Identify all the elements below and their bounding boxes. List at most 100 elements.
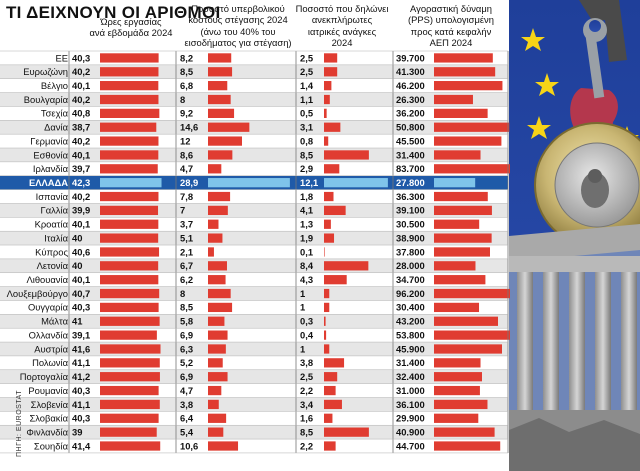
header-line: προς κατά κεφαλήν [410, 25, 492, 37]
acropolis-temple [509, 224, 640, 471]
bar [100, 233, 159, 243]
value-label: 12 [180, 135, 190, 146]
bar [434, 413, 479, 423]
bar [434, 427, 495, 437]
value-label: 39,7 [72, 163, 90, 174]
column-header-purchasing-power: Αγοραστική δύναμη (PPS) υπολογισμένη προ… [395, 3, 507, 48]
value-label: 4,7 [180, 385, 193, 396]
column-header-medical-needs: Ποσοστό που δηλώνει ανεκπλήρωτες ιατρικέ… [290, 3, 394, 48]
value-label: 27.800 [396, 177, 425, 188]
value-label: 41,2 [72, 371, 90, 382]
bar [434, 261, 476, 271]
bar [324, 67, 338, 77]
bar [100, 385, 159, 396]
bar [324, 441, 336, 451]
bar [100, 441, 161, 451]
value-label: 28,9 [180, 177, 198, 188]
bar [324, 344, 330, 354]
highlight-bar [324, 178, 388, 188]
header-line: ιατρικές ανάγκες [307, 25, 377, 37]
bar [324, 150, 369, 160]
header-line: Ώρες εργασίας [100, 16, 162, 27]
value-label: 40,2 [72, 66, 90, 77]
bar [324, 302, 330, 313]
header-line: Ποσοστό υπερβολικού [191, 3, 285, 14]
value-label: 8 [180, 94, 185, 105]
value-label: 2,5 [300, 52, 313, 63]
value-label: 41 [72, 316, 82, 327]
value-label: 40,3 [72, 413, 90, 424]
bar [208, 275, 226, 285]
country-label: Πολωνία [32, 357, 68, 368]
value-label: 36.100 [396, 399, 425, 410]
value-label: 14,6 [180, 122, 198, 133]
country-label: Ισπανία [36, 191, 69, 202]
value-label: 0,3 [300, 316, 313, 327]
value-label: 46.200 [396, 80, 425, 91]
country-label: Μάλτα [41, 316, 68, 327]
eu-flag-coin-acropolis-illustration [509, 0, 640, 471]
value-label: 6,8 [180, 80, 193, 91]
bar [100, 413, 159, 423]
value-label: 38,7 [72, 122, 90, 133]
country-label: Φινλανδία [26, 426, 68, 437]
value-label: 30.400 [396, 302, 425, 313]
bar [324, 191, 334, 202]
bar [434, 191, 488, 202]
value-label: 0,4 [300, 329, 314, 340]
bar [100, 164, 158, 174]
value-label: 1 [300, 343, 305, 354]
value-label: 40,8 [72, 108, 90, 119]
value-label: 1,4 [300, 80, 314, 91]
bar [208, 344, 226, 354]
value-label: 40,1 [72, 149, 90, 160]
bar [208, 219, 219, 229]
bar [324, 372, 338, 382]
bar [208, 191, 231, 202]
bar [100, 81, 159, 91]
bar [434, 344, 502, 354]
bar [100, 302, 159, 313]
value-label: 9,2 [180, 108, 193, 119]
bar [208, 288, 231, 299]
value-label: 5,2 [180, 357, 193, 368]
value-label: 2,2 [300, 385, 313, 396]
bar [434, 288, 510, 299]
bar [434, 385, 480, 396]
value-label: 8 [180, 288, 185, 299]
value-label: 0,1 [300, 246, 313, 257]
bar [324, 219, 331, 229]
bar [434, 136, 502, 146]
value-label: 40,6 [72, 246, 90, 257]
bar [324, 261, 369, 271]
bar [208, 205, 228, 216]
bar [208, 67, 233, 77]
country-label: Εσθονία [33, 149, 68, 160]
value-label: 1,3 [300, 219, 313, 230]
country-label: Βέλγιο [41, 80, 68, 91]
bar [324, 358, 345, 368]
value-label: 4,7 [180, 163, 193, 174]
bar [208, 399, 219, 410]
bar [434, 399, 488, 410]
country-label: Σλοβενία [31, 399, 69, 410]
value-label: 41,1 [72, 357, 90, 368]
bar [324, 233, 335, 243]
header-line: ΑΕΠ 2024 [429, 36, 473, 48]
bar [434, 330, 510, 340]
bar [324, 275, 347, 285]
value-label: 3,7 [180, 219, 193, 230]
header-line: 2024 [331, 36, 353, 48]
bar [324, 316, 326, 326]
value-label: 50.800 [396, 122, 425, 133]
value-label: 7,8 [180, 191, 193, 202]
value-label: 1 [300, 288, 305, 299]
bar [208, 385, 222, 396]
bar [100, 358, 160, 368]
value-label: 38.900 [396, 232, 425, 243]
country-label: Ιρλανδία [33, 163, 69, 174]
bar [434, 67, 496, 77]
country-label: Λουξεμβούργο [7, 288, 68, 299]
bar [208, 53, 232, 63]
value-label: 2,5 [300, 66, 313, 77]
